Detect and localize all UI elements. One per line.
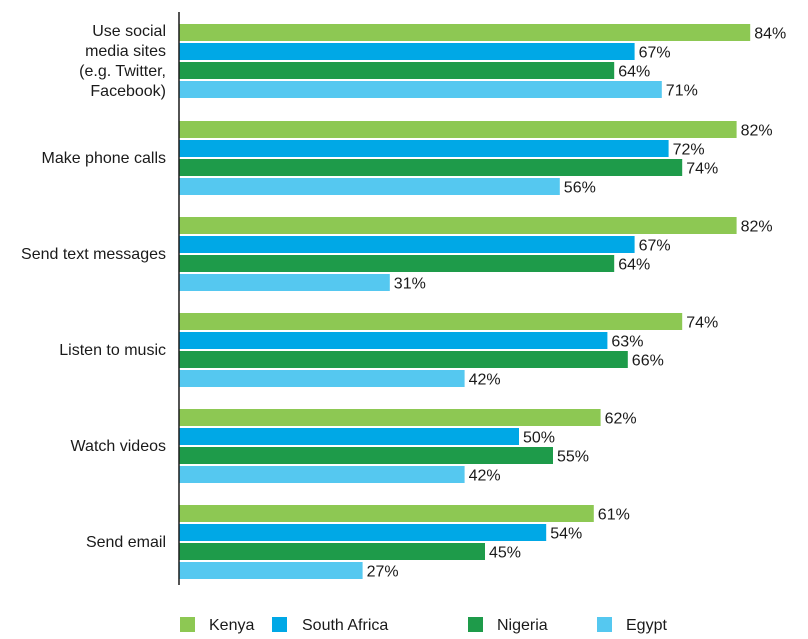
data-label: 66% [632,353,664,370]
data-label: 50% [523,430,555,447]
bar-nigeria [179,255,615,272]
data-label: 31% [394,276,426,293]
data-label: 72% [673,142,705,159]
data-label: 67% [639,238,671,255]
legend-swatch-kenya [180,617,195,632]
bar-kenya [179,505,594,522]
bar-kenya [179,313,683,330]
data-label: 63% [611,334,643,351]
data-label: 42% [469,372,501,389]
bar-egypt [179,274,390,291]
data-label: 71% [666,83,698,100]
data-label: 64% [618,257,650,274]
data-label: 45% [489,545,521,562]
category-label: Listen to music [59,342,166,359]
bar-south-africa [179,43,635,60]
legend-swatch-egypt [597,617,612,632]
legend: Kenya South Africa Nigeria Egypt [180,617,667,634]
category-label: Use social [92,23,166,40]
data-label: 42% [469,468,501,485]
category-label: Facebook) [90,83,166,100]
legend-label-egypt: Egypt [626,617,667,634]
bar-south-africa [179,236,635,253]
bar-south-africa [179,524,547,541]
bars [179,24,751,579]
data-label: 56% [564,180,596,197]
bar-egypt [179,466,465,483]
bar-nigeria [179,543,485,560]
bar-nigeria [179,159,683,176]
legend-swatch-nigeria [468,617,483,632]
legend-label-south-africa: South Africa [302,617,388,634]
data-label: 74% [686,161,718,178]
data-label: 67% [639,45,671,62]
data-label: 27% [367,564,399,581]
data-label: 82% [741,219,773,236]
bar-kenya [179,121,737,138]
bar-nigeria [179,351,628,368]
category-label: media sites [85,43,166,60]
legend-swatch-south-africa [272,617,287,632]
bar-kenya [179,217,737,234]
category-label: Make phone calls [41,150,166,167]
data-label: 74% [686,315,718,332]
data-label: 64% [618,64,650,81]
category-label: Send email [86,534,166,551]
value-labels: 84% 67% 64% 71% 82% 72% 74% 56% 82% 67% 64% 31% 74% 6… [367,26,787,581]
data-label: 54% [550,526,582,543]
bar-nigeria [179,62,615,79]
bar-south-africa [179,428,519,445]
bar-nigeria [179,447,553,464]
data-label: 62% [605,411,637,428]
bar-egypt [179,370,465,387]
bar-egypt [179,562,363,579]
data-label: 84% [754,26,786,43]
bar-south-africa [179,332,608,349]
category-label: Send text messages [21,246,166,263]
category-label: (e.g. Twitter, [79,63,166,80]
bar-south-africa [179,140,669,157]
category-labels: Use social media sites (e.g. Twitter, Faceb… [21,23,166,551]
bar-kenya [179,409,601,426]
legend-label-nigeria: Nigeria [497,617,548,634]
bar-egypt [179,178,560,195]
category-label: Watch videos [71,438,166,455]
data-label: 61% [598,507,630,524]
data-label: 82% [741,123,773,140]
bar-kenya [179,24,751,41]
data-label: 55% [557,449,589,466]
bar-egypt [179,81,662,98]
legend-label-kenya: Kenya [209,617,254,634]
